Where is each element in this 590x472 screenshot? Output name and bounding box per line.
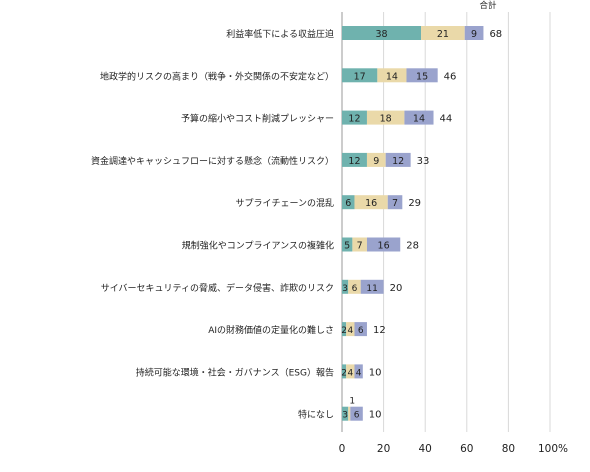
bar-segment: [342, 279, 349, 294]
bar-segment: [404, 110, 434, 125]
data-label: 12: [348, 156, 360, 167]
category-label: 資金調達やキャッシュフローに対する懸念（流動性リスク）: [91, 155, 334, 167]
category-label: サイバーセキュリティの脅威、データ侵害、詐欺のリスク: [101, 282, 334, 294]
bar-segment: [464, 26, 484, 40]
bar-segment: [377, 68, 407, 83]
total-header: 合計: [479, 0, 497, 11]
total-label: 12: [373, 325, 386, 336]
data-label: 15: [416, 71, 428, 82]
bar-segment: [354, 364, 363, 379]
bar-segment: [360, 279, 384, 294]
bar-segment: [406, 68, 438, 83]
bar-segment: [366, 237, 401, 252]
data-label: 4: [347, 368, 353, 378]
bar-segment: [348, 279, 361, 294]
bar-segment: [342, 364, 347, 379]
data-label: 6: [345, 198, 351, 209]
data-label: 14: [386, 71, 398, 82]
bar-segment: [342, 195, 355, 210]
bar-segment: [342, 26, 422, 40]
bar-segment: [354, 195, 388, 210]
bar-segment: [385, 152, 411, 167]
category-label: サプライチェーンの混乱: [235, 198, 334, 209]
total-label: 10: [369, 410, 382, 421]
bar-segment: [366, 110, 405, 125]
data-label: 38: [375, 29, 387, 40]
bar-segment: [421, 26, 465, 40]
data-label: 4: [347, 326, 353, 336]
bar-segment: [350, 406, 363, 421]
bar-segment: [342, 110, 367, 125]
x-tick-label: 80: [502, 443, 515, 455]
category-label: 規制強化やコンプライアンスの複雑化: [182, 240, 334, 252]
category-label: 利益率低下による収益圧迫: [226, 28, 334, 40]
data-label: 7: [392, 198, 398, 209]
data-label: 12: [392, 156, 404, 167]
bar-segment: [342, 152, 367, 167]
total-label: 44: [440, 114, 453, 125]
data-label: 11: [366, 284, 377, 294]
bar-segment: [342, 237, 353, 252]
category-label: 地政学的リスクの高まり（戦争・外交関係の不安定など）: [100, 70, 334, 82]
data-label: 9: [373, 156, 379, 167]
total-label: 68: [489, 29, 502, 40]
bar-segment: [387, 195, 403, 210]
data-label: 4: [356, 368, 362, 378]
data-label: 12: [348, 114, 360, 125]
total-label: 28: [406, 241, 419, 252]
x-tick-label: 100%: [538, 443, 568, 455]
data-label: 6: [352, 284, 358, 294]
x-tick-label: 20: [377, 443, 390, 455]
bar-segment: [346, 322, 355, 337]
data-label: 6: [358, 326, 364, 336]
data-label: 16: [378, 241, 390, 252]
data-label: 2: [341, 326, 347, 336]
bar-segment: [352, 237, 367, 252]
data-label: 1: [349, 397, 355, 407]
data-label: 14: [413, 114, 425, 125]
data-label: 5: [344, 241, 350, 252]
category-label: AIの財務価値の定量化の難しさ: [208, 324, 334, 336]
data-label: 16: [365, 198, 377, 209]
data-label: 6: [354, 411, 360, 421]
total-label: 10: [369, 367, 382, 378]
data-label: 9: [471, 29, 477, 40]
category-label: 予算の縮小やコスト削減プレッシャー: [181, 113, 334, 125]
x-tick-label: 0: [339, 443, 346, 455]
bar-segment: [346, 364, 355, 379]
data-label: 18: [380, 114, 392, 125]
category-label: 持続可能な環境・社会・ガバナンス（ESG）報告: [136, 366, 334, 378]
data-label: 17: [354, 71, 366, 82]
total-label: 29: [408, 198, 421, 209]
total-label: 33: [417, 156, 430, 167]
data-label: 2: [341, 368, 347, 378]
bar-segment: [366, 152, 386, 167]
data-label: 7: [357, 241, 363, 252]
category-label: 特になし: [298, 409, 334, 421]
data-label: 21: [437, 29, 449, 40]
total-label: 46: [444, 71, 457, 82]
bar-segment: [348, 406, 351, 421]
data-label: 3: [342, 411, 348, 421]
x-tick-label: 60: [460, 443, 473, 455]
total-label: 20: [390, 283, 403, 294]
bar-segment: [342, 68, 378, 83]
bar-segment: [354, 322, 367, 337]
x-tick-label: 40: [419, 443, 432, 455]
bar-segment: [342, 406, 349, 421]
bar-segment: [342, 322, 347, 337]
data-label: 3: [342, 284, 348, 294]
